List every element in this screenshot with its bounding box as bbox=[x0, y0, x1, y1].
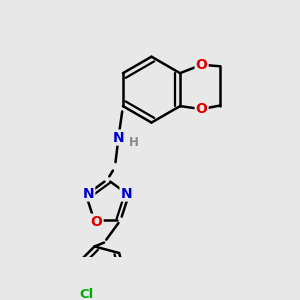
Text: O: O bbox=[196, 58, 208, 72]
Text: N: N bbox=[121, 187, 132, 200]
Text: Cl: Cl bbox=[79, 288, 93, 300]
Text: N: N bbox=[82, 187, 94, 200]
Text: O: O bbox=[196, 102, 208, 116]
Text: N: N bbox=[113, 130, 124, 145]
Text: O: O bbox=[91, 214, 103, 229]
Text: H: H bbox=[129, 136, 139, 148]
